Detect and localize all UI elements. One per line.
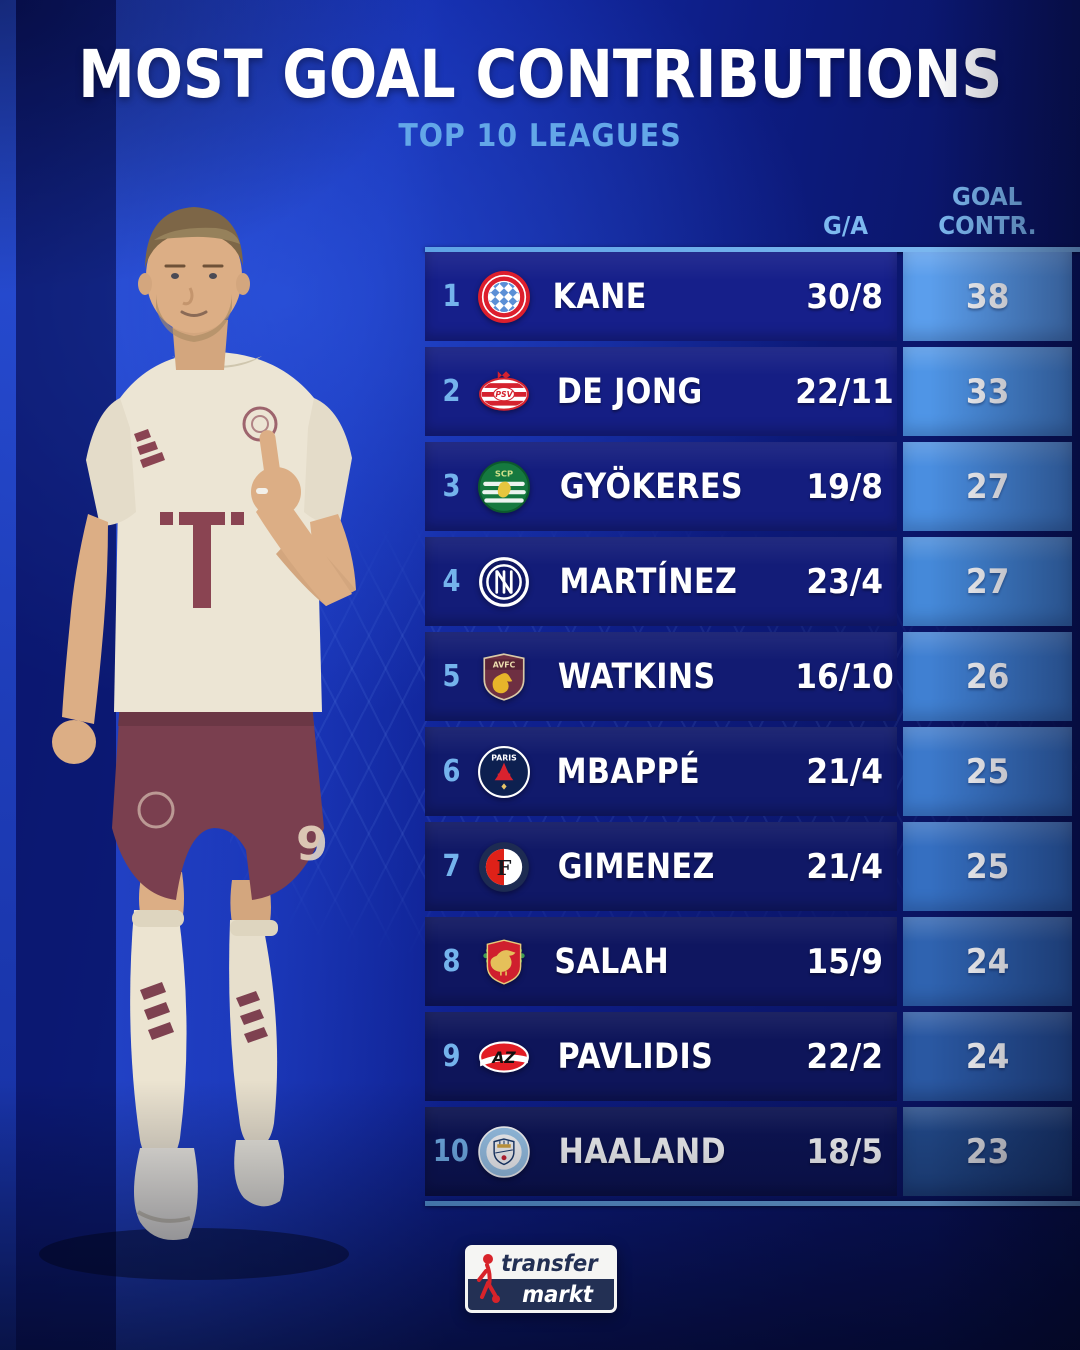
goal-contr-cell: 27 (903, 537, 1072, 626)
page-subtitle: TOP 10 LEAGUES (398, 118, 682, 154)
ga-value: 30/8 (806, 276, 884, 317)
rank-label: 2 (442, 374, 460, 409)
rank-label: 1 (442, 279, 460, 314)
table-row: 8 SALAH 15/9 24 (425, 917, 1080, 1006)
ga-value: 19/8 (806, 466, 884, 507)
goal-contr-value: 25 (966, 752, 1010, 792)
liverpool-badge (477, 935, 531, 989)
ga-value: 15/9 (806, 941, 884, 982)
goal-contr-value: 25 (966, 847, 1010, 887)
player-row-main: 3 SCP GYÖKERES 19/8 (425, 442, 897, 531)
psv-eindhoven-badge: PSV (477, 365, 531, 419)
goal-contr-cell: 38 (903, 252, 1072, 341)
svg-text:AVFC: AVFC (493, 660, 516, 669)
goal-contr-cell: 25 (903, 822, 1072, 911)
ga-value: 21/4 (806, 846, 884, 887)
svg-text:F: F (497, 855, 512, 879)
transfermarkt-kicker-icon (477, 1254, 500, 1303)
player-row-main: 2 PSV DE JONG 22/11 (425, 347, 897, 436)
psg-badge: PARIS (477, 745, 531, 799)
rank-label: 4 (442, 564, 460, 599)
rank-label: 7 (442, 849, 460, 884)
rank-label: 5 (442, 659, 460, 694)
table-top-border (425, 247, 1080, 252)
player-row-main: 8 SALAH 15/9 (425, 917, 897, 1006)
table-row: 2 PSV DE JONG 22/11 33 (425, 347, 1080, 436)
svg-text:PSV: PSV (495, 390, 513, 399)
transfermarkt-logo: transfer markt (465, 1245, 617, 1313)
player-row-main: 1 KANE 30/8 (425, 252, 897, 341)
goal-contr-value: 27 (966, 467, 1010, 507)
ga-value: 21/4 (806, 751, 884, 792)
table-row: 5 AVFC WATKINS 16/10 26 (425, 632, 1080, 721)
player-name: DE JONG (556, 371, 703, 412)
rank-label: 8 (442, 944, 460, 979)
player-name: MBAPPÉ (556, 751, 701, 792)
goal-contr-value: 27 (966, 562, 1010, 602)
inter-milan-badge (477, 555, 531, 609)
goal-contr-cell: 24 (903, 917, 1072, 1006)
player-row-main: 7 F GIMENEZ 21/4 (425, 822, 897, 911)
table-row: 1 KANE 30/8 38 (425, 252, 1080, 341)
ga-value: 22/11 (795, 371, 895, 412)
goal-contr-value: 26 (966, 657, 1010, 697)
feyenoord-badge: F (477, 840, 531, 894)
transfermarkt-logo-top: transfer (468, 1248, 614, 1279)
player-name: KANE (552, 276, 647, 317)
az-alkmaar-badge: AZ (477, 1030, 531, 1084)
table-row: 4 MARTÍNEZ 23/4 27 (425, 537, 1080, 626)
player-name: PAVLIDIS (557, 1036, 714, 1077)
sporting-cp-badge: SCP (477, 460, 531, 514)
column-header-goal-contr: GOAL CONTR. (903, 182, 1072, 240)
table-row: 6 PARIS MBAPPÉ 21/4 25 (425, 727, 1080, 816)
goal-contr-value: 33 (966, 372, 1010, 412)
player-name: MARTÍNEZ (559, 561, 738, 602)
player-name: GIMENEZ (557, 846, 715, 887)
player-name: WATKINS (557, 656, 716, 697)
player-name: GYÖKERES (559, 466, 744, 507)
transfermarkt-logo-bottom: markt (468, 1279, 614, 1310)
column-header-ga: G/A (822, 211, 868, 240)
svg-text:PARIS: PARIS (491, 753, 517, 762)
goal-contr-cell: 33 (903, 347, 1072, 436)
svg-text:SCP: SCP (495, 468, 513, 478)
goal-contr-value: 24 (966, 942, 1010, 982)
goal-contr-value: 38 (966, 277, 1010, 317)
bayern-munich-badge (477, 270, 531, 324)
table-row: 3 SCP GYÖKERES 19/8 27 (425, 442, 1080, 531)
aston-villa-badge: AVFC (477, 650, 531, 704)
player-row-main: 6 PARIS MBAPPÉ 21/4 (425, 727, 897, 816)
ga-value: 23/4 (806, 561, 884, 602)
page-title: MOST GOAL CONTRIBUTIONS (77, 36, 1003, 113)
rank-label: 6 (442, 754, 460, 789)
svg-text:AZ: AZ (490, 1049, 516, 1067)
player-name: SALAH (554, 941, 670, 982)
ga-value: 22/2 (806, 1036, 884, 1077)
svg-text:9: 9 (296, 817, 328, 871)
player-row-main: 5 AVFC WATKINS 16/10 (425, 632, 897, 721)
goal-contr-cell: 27 (903, 442, 1072, 531)
rank-label: 9 (442, 1039, 460, 1074)
goal-contr-value: 24 (966, 1037, 1010, 1077)
goal-contr-cell: 26 (903, 632, 1072, 721)
table-row: 7 F GIMENEZ 21/4 25 (425, 822, 1080, 911)
player-row-main: 4 MARTÍNEZ 23/4 (425, 537, 897, 626)
goal-contr-cell: 25 (903, 727, 1072, 816)
rank-label: 3 (442, 469, 460, 504)
ga-value: 16/10 (795, 656, 895, 697)
